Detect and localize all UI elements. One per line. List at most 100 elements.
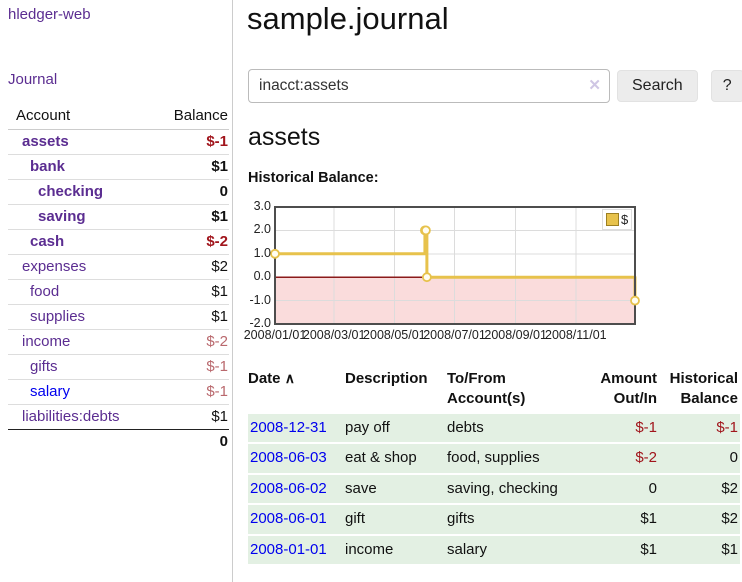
register-header-row: Date ∧ Description To/From Account(s) Am…	[248, 368, 740, 412]
help-button[interactable]: ?	[710, 70, 742, 102]
account-row: gifts $-1	[8, 354, 229, 380]
account-link[interactable]: checking	[38, 183, 104, 200]
account-link[interactable]: expenses	[22, 258, 87, 275]
account-link[interactable]: income	[22, 333, 71, 350]
transaction-description: gift	[345, 505, 447, 534]
historical-balance-column-header: Historical Balance	[659, 368, 740, 412]
account-row: supplies $1	[8, 304, 229, 330]
date-column-header[interactable]: Date ∧	[248, 368, 345, 412]
account-row: bank $1	[8, 154, 229, 180]
sidebar-accounts-body: assets $-1 bank $1 checking 0 saving $1 …	[8, 130, 229, 454]
transaction-accounts: debts	[447, 413, 587, 442]
sort-ascending-icon: ∧	[284, 370, 295, 386]
transaction-accounts: saving, checking	[447, 474, 587, 503]
historical-header-label: Historical Balance	[669, 370, 738, 408]
balance-column-header: Balance	[149, 103, 229, 130]
account-row: assets $-1	[8, 130, 229, 155]
account-balance: $-1	[206, 133, 228, 150]
transaction-amount: $1	[587, 505, 659, 534]
account-balance: $1	[149, 154, 229, 180]
tofrom-header-label: To/From Account(s)	[447, 370, 526, 408]
transaction-balance: $2	[659, 474, 740, 503]
x-axis-tick-label: 2008/01/01	[243, 328, 307, 342]
transaction-date-link[interactable]: 2008-06-01	[250, 510, 327, 527]
amount-header-label: Amount Out/In	[600, 370, 657, 408]
account-link[interactable]: food	[30, 283, 60, 300]
transaction-date-link[interactable]: 2008-01-01	[250, 540, 327, 558]
transaction-amount: $1	[587, 535, 659, 564]
chart-title: Historical Balance:	[248, 170, 379, 186]
account-row: liabilities:debts $1	[8, 404, 229, 430]
transaction-balance: 0	[659, 444, 740, 473]
transaction-amount: $-2	[587, 444, 659, 473]
app-brand-link[interactable]: hledger-web	[8, 6, 91, 23]
account-balance: $1	[149, 279, 229, 305]
transaction-accounts: gifts	[447, 505, 587, 534]
transaction-balance: $1	[659, 535, 740, 564]
transaction-date-link[interactable]: 2008-06-02	[250, 479, 327, 497]
transaction-balance: $2	[659, 505, 740, 534]
tofrom-column-header: To/From Account(s)	[447, 368, 587, 412]
transaction-row: 2008-06-01 gift gifts $1 $2	[248, 505, 740, 534]
transaction-row: 2008-01-01 income salary $1 $1	[248, 535, 740, 564]
account-balance: $-1	[149, 379, 229, 405]
chart-canvas	[270, 206, 640, 325]
account-balance: $2	[149, 254, 229, 280]
transaction-row: 2008-06-02 save saving, checking 0 $2	[248, 474, 740, 503]
transaction-amount: 0	[587, 474, 659, 503]
x-axis-tick-label: 2008/03/01	[302, 328, 366, 342]
account-link[interactable]: bank	[30, 158, 66, 175]
account-column-header: Account	[8, 103, 150, 130]
account-balance: $1	[149, 304, 229, 330]
account-link[interactable]: supplies	[30, 308, 86, 325]
search-bar: ✕ Search ?	[248, 69, 742, 103]
account-row: expenses $2	[8, 254, 229, 280]
account-row: checking 0	[8, 179, 229, 205]
transaction-row: 2008-06-03 eat & shop food, supplies $-2…	[248, 444, 740, 473]
transaction-date-link[interactable]: 2008-12-31	[250, 418, 327, 436]
transaction-amount: $-1	[587, 413, 659, 442]
account-balance: $-1	[149, 354, 229, 380]
description-column-header: Description	[345, 370, 428, 387]
chart-legend: $	[602, 209, 633, 230]
search-input[interactable]	[248, 69, 610, 103]
y-axis-tick-label: -2.0	[249, 316, 271, 330]
account-link[interactable]: cash	[30, 233, 65, 250]
x-axis-tick-label: 2008/07/01	[423, 328, 486, 342]
amount-column-header: Amount Out/In	[587, 368, 659, 412]
account-link[interactable]: assets	[22, 133, 69, 150]
account-link[interactable]: salary	[30, 383, 71, 400]
historical-balance-chart: 3.0 2.0 1.0 0.0 -1.0 -2.0 2008/01/01 2008/03/01…	[243, 199, 648, 350]
clear-search-icon[interactable]: ✕	[588, 77, 601, 94]
transaction-accounts: food, supplies	[447, 444, 587, 473]
transaction-description: pay off	[345, 413, 447, 442]
account-balance: $-2	[149, 329, 229, 355]
transaction-description: income	[345, 535, 447, 564]
account-row: saving $1	[8, 204, 229, 230]
account-row: salary $-1	[8, 379, 229, 405]
y-axis-tick-label: 1.0	[253, 245, 271, 260]
account-link[interactable]: saving	[38, 208, 86, 225]
x-axis-tick-label: 2008/09/01	[484, 328, 547, 342]
transaction-date-link[interactable]: 2008-06-03	[250, 449, 327, 466]
sidebar-item-journal[interactable]: Journal	[8, 71, 58, 88]
transaction-description: eat & shop	[345, 444, 447, 473]
transaction-row: 2008-12-31 pay off debts $-1 $-1	[248, 413, 740, 442]
account-link[interactable]: gifts	[30, 358, 58, 375]
account-row: food $1	[8, 279, 229, 305]
account-balance: 0	[149, 179, 229, 205]
account-title: assets	[248, 123, 321, 151]
date-header-label: Date	[248, 370, 281, 387]
transaction-accounts: salary	[447, 535, 587, 564]
sidebar: hledger-web Journal Account Balance asse…	[0, 0, 233, 582]
y-axis-tick-label: 2.0	[253, 222, 271, 237]
search-button[interactable]: Search	[617, 70, 698, 102]
transaction-description: save	[345, 474, 447, 503]
y-axis-tick-label: 0.0	[253, 269, 271, 284]
account-balance: $1	[149, 404, 229, 430]
account-row: cash $-2	[8, 229, 229, 255]
account-row: income $-2	[8, 329, 229, 355]
legend-label: $	[621, 212, 629, 227]
account-link[interactable]: liabilities:debts	[22, 408, 120, 425]
